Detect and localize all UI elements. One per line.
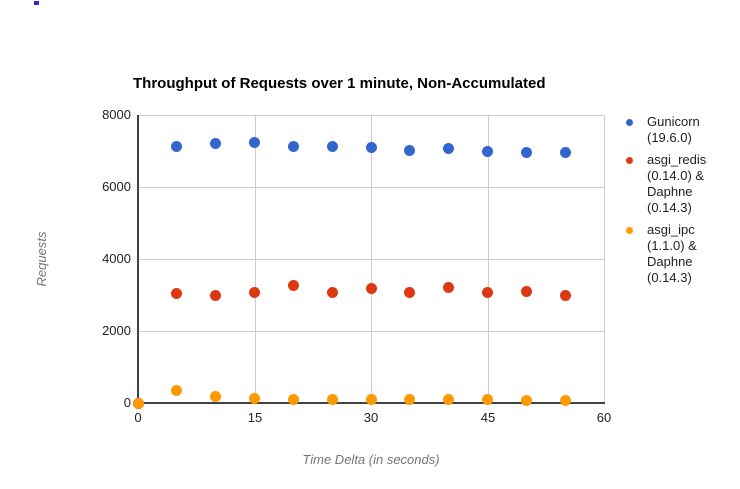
data-point[interactable] <box>521 395 532 406</box>
data-point[interactable] <box>327 141 338 152</box>
x-tick-label: 30 <box>363 410 379 425</box>
data-point[interactable] <box>288 141 299 152</box>
data-point[interactable] <box>521 286 532 297</box>
legend-line: (1.1.0) & <box>647 238 697 253</box>
legend-line: (19.6.0) <box>647 130 692 145</box>
data-point[interactable] <box>482 287 493 298</box>
x-gridline <box>371 115 372 403</box>
y-tick-label: 0 <box>123 395 131 410</box>
legend-line: (0.14.3) <box>647 270 692 285</box>
y-tick-label: 8000 <box>102 107 131 122</box>
data-point[interactable] <box>404 145 415 156</box>
data-point[interactable] <box>404 394 415 405</box>
x-gridline <box>604 115 605 403</box>
legend-line: asgi_redis <box>647 152 707 167</box>
y-axis-title: Requests <box>34 231 49 287</box>
data-point[interactable] <box>404 287 415 298</box>
series-dot-red-icon <box>626 157 633 164</box>
data-point[interactable] <box>366 142 377 153</box>
data-point[interactable] <box>210 290 221 301</box>
data-point[interactable] <box>171 385 182 396</box>
data-point[interactable] <box>249 137 260 148</box>
data-point[interactable] <box>249 287 260 298</box>
legend-line: (0.14.0) & <box>647 168 705 183</box>
y-axis-line <box>137 115 139 404</box>
legend-line: asgi_ipc <box>647 222 695 237</box>
x-axis-title: Time Delta (in seconds) <box>302 452 440 467</box>
data-point[interactable] <box>560 147 571 158</box>
data-point[interactable] <box>482 394 493 405</box>
legend-item-asgi-ipc[interactable]: asgi_ipc (1.1.0) & Daphne (0.14.3) <box>626 222 738 286</box>
data-point[interactable] <box>560 290 571 301</box>
legend-item-gunicorn[interactable]: Gunicorn (19.6.0) <box>626 114 738 146</box>
x-gridline <box>488 115 489 403</box>
data-point[interactable] <box>482 146 493 157</box>
data-point[interactable] <box>210 391 221 402</box>
data-point[interactable] <box>171 141 182 152</box>
chart-legend: Gunicorn (19.6.0) asgi_redis (0.14.0) & … <box>626 114 738 286</box>
data-point[interactable] <box>366 283 377 294</box>
x-tick-label: 45 <box>480 410 496 425</box>
data-point[interactable] <box>288 280 299 291</box>
legend-label: asgi_redis (0.14.0) & Daphne (0.14.3) <box>647 152 706 216</box>
legend-line: (0.14.3) <box>647 200 692 215</box>
legend-label: Gunicorn (19.6.0) <box>647 114 700 146</box>
x-gridline <box>255 115 256 403</box>
data-point[interactable] <box>560 395 571 406</box>
data-point[interactable] <box>133 398 144 409</box>
data-point[interactable] <box>443 394 454 405</box>
legend-label: asgi_ipc (1.1.0) & Daphne (0.14.3) <box>647 222 697 286</box>
data-point[interactable] <box>443 143 454 154</box>
y-tick-label: 4000 <box>102 251 131 266</box>
data-point[interactable] <box>327 287 338 298</box>
data-point[interactable] <box>443 282 454 293</box>
data-point[interactable] <box>249 393 260 404</box>
data-point[interactable] <box>521 147 532 158</box>
data-point[interactable] <box>366 394 377 405</box>
chart-title: Throughput of Requests over 1 minute, No… <box>133 75 546 92</box>
stray-artifact <box>34 1 39 5</box>
x-tick-label: 15 <box>247 410 263 425</box>
y-tick-label: 6000 <box>102 179 131 194</box>
legend-line: Daphne <box>647 184 693 199</box>
legend-line: Daphne <box>647 254 693 269</box>
data-point[interactable] <box>210 138 221 149</box>
data-point[interactable] <box>327 394 338 405</box>
x-tick-label: 0 <box>134 410 142 425</box>
series-dot-blue-icon <box>626 119 633 126</box>
data-point[interactable] <box>288 394 299 405</box>
data-point[interactable] <box>171 288 182 299</box>
y-tick-label: 2000 <box>102 323 131 338</box>
x-tick-label: 60 <box>596 410 612 425</box>
legend-item-asgi-redis[interactable]: asgi_redis (0.14.0) & Daphne (0.14.3) <box>626 152 738 216</box>
legend-line: Gunicorn <box>647 114 700 129</box>
series-dot-orange-icon <box>626 227 633 234</box>
